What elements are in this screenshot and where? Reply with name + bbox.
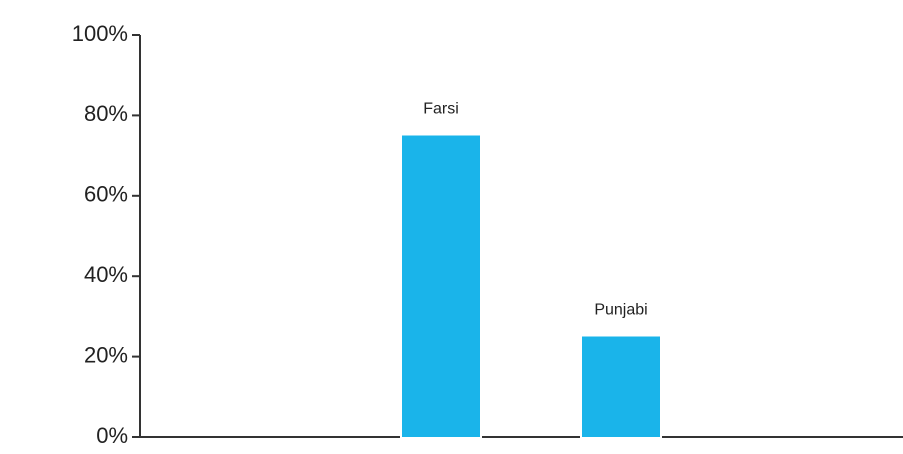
bar-label: Punjabi (594, 302, 647, 319)
y-tick-label: 60% (84, 182, 128, 207)
y-tick-label: 80% (84, 101, 128, 126)
y-tick-label: 40% (84, 262, 128, 287)
y-tick-label: 100% (72, 21, 128, 46)
bar (400, 133, 482, 439)
y-tick-label: 0% (96, 423, 128, 448)
y-tick-label: 20% (84, 342, 128, 367)
bar-label: Farsi (423, 101, 459, 118)
bar (580, 334, 662, 439)
